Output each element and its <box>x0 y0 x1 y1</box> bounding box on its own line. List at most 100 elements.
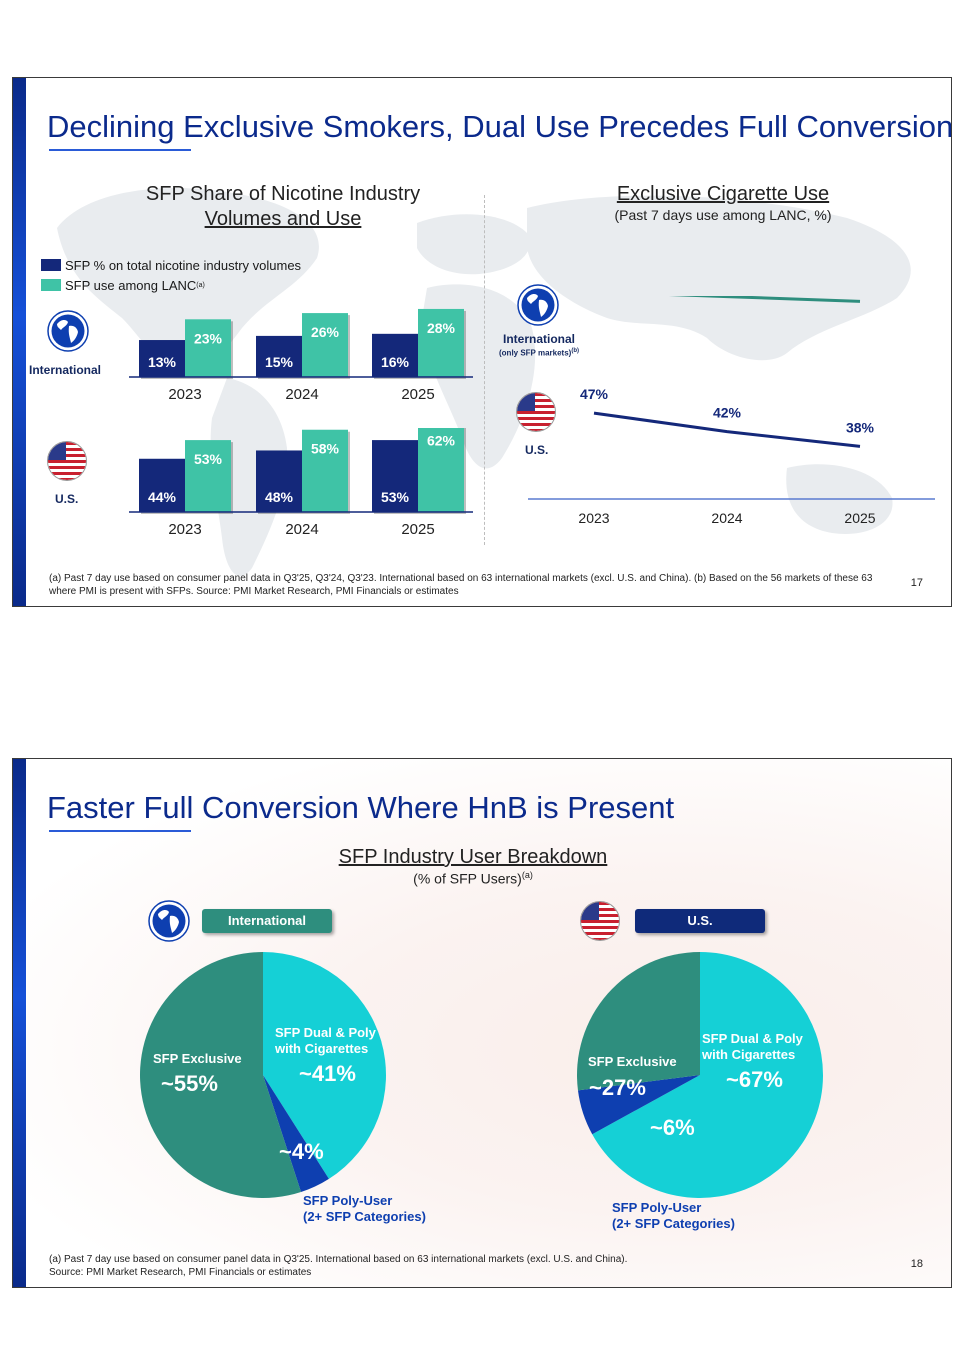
int-poly-label: SFP Poly-User (2+ SFP Categories) <box>303 1193 426 1225</box>
us-point-label-2024: 42% <box>713 405 742 421</box>
legend-lanc-footnote: (a) <box>196 281 205 289</box>
int-bar-label-2024-lanc: 26% <box>311 324 340 340</box>
us-bar-2024-volumes <box>256 450 304 514</box>
us-exclusive-label: SFP Exclusive <box>588 1054 677 1069</box>
slide-title: Declining Exclusive Smokers, Dual Use Pr… <box>47 109 952 144</box>
right-us-label: U.S. <box>525 443 549 457</box>
vertical-divider <box>484 195 485 545</box>
page-number: 18 <box>910 1258 923 1270</box>
int-tick-2025: 2025 <box>401 386 434 403</box>
globe-icon <box>47 310 89 352</box>
footnote-line1: (a) Past 7 day use based on consumer pan… <box>49 573 873 584</box>
title-underline <box>49 830 191 832</box>
int-bar-label-2023-lanc: 23% <box>194 330 223 346</box>
page-number: 17 <box>910 577 923 589</box>
right-int-sublabel: (only SFP markets) <box>499 348 572 358</box>
int-bar-2024-volumes <box>256 335 304 379</box>
chart-heading: SFP Industry User Breakdown <box>338 846 608 868</box>
international-bar-chart: 13% 23% 2023 15% 26% 2024 16% 28% 2025 <box>129 308 473 403</box>
us-pie-chart <box>577 952 823 1198</box>
slide-accent-bar <box>13 759 26 1287</box>
int-dual-label-line1: SFP Dual & Poly <box>275 1025 376 1040</box>
us-bar-label-2025-lanc: 62% <box>427 432 456 448</box>
right-chart-heading: Exclusive Cigarette Use (Past 7 days use… <box>573 182 873 223</box>
footnote: (a) Past 7 day use based on consumer pan… <box>49 572 899 598</box>
right-int-footnote: (b) <box>571 348 579 354</box>
us-tick-2024: 2024 <box>285 521 318 538</box>
us-poly-value: ~6% <box>650 1115 695 1140</box>
int-dual-label: SFP Dual & Poly with Cigarettes <box>275 1025 376 1057</box>
us-bar-label-2023-volumes: 44% <box>148 489 177 505</box>
us-pill: U.S. <box>635 909 765 933</box>
footnote-line2: Source: PMI Market Research, PMI Financi… <box>49 1267 312 1278</box>
us-bar-2024-lanc <box>302 429 350 514</box>
globe-icon <box>148 900 190 942</box>
us-flag-icon <box>580 901 620 941</box>
slide-title: Faster Full Conversion Where HnB is Pres… <box>47 790 675 825</box>
slide-accent-bar <box>13 78 26 606</box>
us-tick-2023: 2023 <box>168 521 201 538</box>
us-tick-2025: 2025 <box>401 521 434 538</box>
us-bar-label-2024-lanc: 58% <box>311 441 340 457</box>
us-bar-2023-volumes <box>139 458 187 514</box>
legend-label-volumes: SFP % on total nicotine industry volumes <box>65 257 302 273</box>
legend: SFP % on total nicotine industry volumes… <box>41 255 301 295</box>
us-poly-label-line2: (2+ SFP Categories) <box>612 1216 735 1231</box>
line-chart-tick-2025: 2025 <box>844 510 875 526</box>
int-bar-label-2024-volumes: 15% <box>265 354 294 370</box>
us-bar-chart: 44% 53% 2023 48% 58% 2024 53% 62% 2025 <box>129 428 473 538</box>
footnote-line1: (a) Past 7 day use based on consumer pan… <box>49 1254 628 1265</box>
us-bar-label-2025-volumes: 53% <box>381 489 410 505</box>
int-exclusive-label: SFP Exclusive <box>153 1051 242 1066</box>
legend-swatch-navy <box>41 259 61 271</box>
int-bar-2023-volumes <box>139 340 187 379</box>
us-bar-label-2023-lanc: 53% <box>194 451 223 467</box>
pie-chart-heading: SFP Industry User Breakdown (% of SFP Us… <box>263 845 683 887</box>
left-heading-line1: SFP Share of Nicotine Industry <box>145 183 421 205</box>
right-int-sublabel-row: (only SFP markets)(b) <box>489 346 589 359</box>
left-chart-heading: SFP Share of Nicotine Industry Volumes a… <box>123 182 443 232</box>
us-poly-label-line1: SFP Poly-User <box>612 1200 702 1215</box>
int-bar-2025-lanc <box>418 308 466 379</box>
right-heading: Exclusive Cigarette Use <box>616 183 830 205</box>
us-exclusive-value: ~27% <box>589 1075 646 1100</box>
int-poly-label-line1: SFP Poly-User <box>303 1193 393 1208</box>
us-bar-2023-lanc <box>185 440 233 514</box>
us-poly-label: SFP Poly-User (2+ SFP Categories) <box>612 1200 735 1232</box>
us-flag-icon <box>47 441 87 481</box>
us-label: U.S. <box>55 492 79 506</box>
int-tick-2024: 2024 <box>285 386 318 403</box>
slide-17: Declining Exclusive Smokers, Dual Use Pr… <box>12 77 952 607</box>
footnote-line2: where PMI is present with SFPs. Source: … <box>49 586 459 597</box>
us-dual-value: ~67% <box>726 1067 783 1092</box>
us-flag-icon <box>516 392 556 432</box>
us-dual-label-line2: with Cigarettes <box>702 1047 796 1062</box>
us-dual-label-line1: SFP Dual & Poly <box>702 1031 803 1046</box>
int-bar-2024-lanc <box>302 313 350 379</box>
int-bar-label-2025-volumes: 16% <box>381 354 410 370</box>
chart-sub-footnote: (a) <box>521 870 533 880</box>
title-underline <box>49 149 191 151</box>
legend-item-volumes: SFP % on total nicotine industry volumes <box>41 255 301 275</box>
line-chart-tick-2023: 2023 <box>578 510 609 526</box>
left-heading-line2: Volumes and Use <box>204 208 362 230</box>
us-dual-label: SFP Dual & Poly with Cigarettes <box>702 1031 803 1063</box>
us-pie-slice-poly <box>577 1075 700 1135</box>
international-label: International <box>29 363 102 377</box>
globe-icon <box>517 284 559 326</box>
int-pie-slice-exclusive <box>139 952 302 1198</box>
int-pie-slice-poly <box>263 1075 329 1192</box>
line-chart-tick-2024: 2024 <box>711 510 742 526</box>
world-map-background <box>57 188 911 577</box>
us-bar-2025-lanc <box>418 428 466 514</box>
legend-item-lanc: SFP use among LANC (a) <box>41 275 301 295</box>
us-series-line <box>593 411 861 448</box>
chart-subheading: (% of SFP Users) <box>413 870 522 887</box>
us-point-label-2023: 47% <box>580 386 609 402</box>
int-bar-label-2025-lanc: 28% <box>427 320 456 336</box>
international-pill: International <box>202 909 332 933</box>
right-international-label: International (only SFP markets)(b) <box>489 332 589 359</box>
int-bar-2025-volumes <box>372 333 420 379</box>
int-dual-value: ~41% <box>299 1061 356 1086</box>
